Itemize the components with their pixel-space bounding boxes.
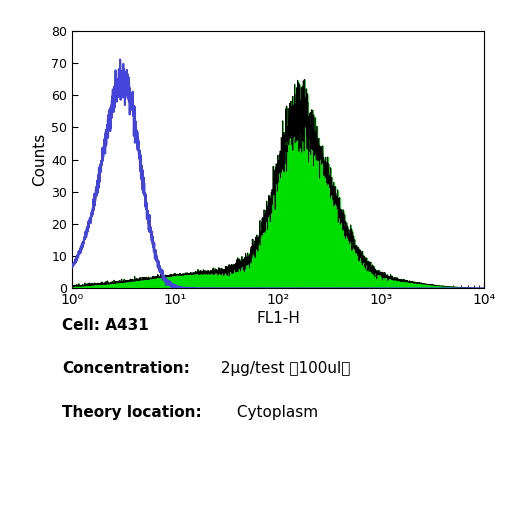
Y-axis label: Counts: Counts (32, 133, 47, 186)
Text: 2μg/test （100ul）: 2μg/test （100ul） (216, 362, 351, 376)
Text: Theory location:: Theory location: (62, 405, 201, 420)
Text: Cytoplasm: Cytoplasm (232, 405, 318, 420)
Text: Cell: A431: Cell: A431 (62, 318, 148, 333)
X-axis label: FL1-H: FL1-H (256, 312, 300, 327)
Text: Concentration:: Concentration: (62, 362, 190, 376)
